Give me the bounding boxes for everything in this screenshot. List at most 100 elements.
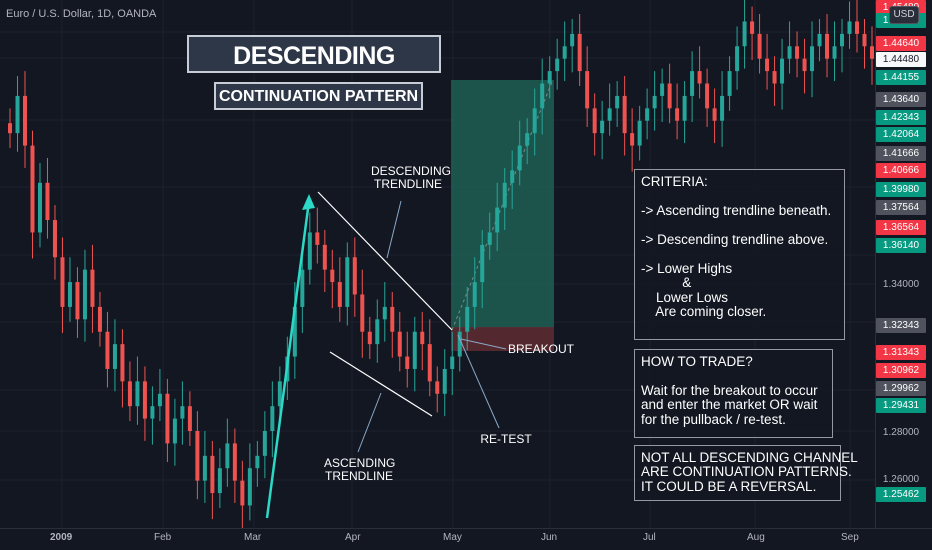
candle-body [217, 468, 222, 494]
candle-body [165, 393, 170, 444]
candle-body [517, 145, 522, 171]
price-tick-label: 1.34000 [882, 279, 920, 290]
candle-body [667, 83, 672, 109]
candle-body [607, 108, 612, 121]
candle-body [247, 468, 252, 506]
price-tag: 1.36564 [876, 220, 926, 235]
candle-body [705, 83, 710, 109]
candle-body [495, 207, 500, 233]
candle-body [397, 331, 402, 357]
candle-body [735, 46, 740, 72]
candle-body [795, 46, 800, 59]
candle-body [772, 71, 777, 84]
time-axis[interactable] [0, 528, 932, 550]
time-tick-label: Apr [345, 532, 361, 543]
symbol-title[interactable]: Euro / U.S. Dollar, 1D, OANDA [6, 8, 157, 20]
candle-body [112, 344, 117, 369]
candle-body [367, 331, 372, 345]
candle-body [615, 95, 620, 109]
candle-body [45, 182, 50, 221]
candle-body [382, 306, 387, 320]
descending-pointer-line [386, 200, 402, 259]
candle-body [82, 269, 87, 320]
candle-body [172, 418, 177, 444]
candle-body [300, 269, 305, 307]
retest-pointer-line [457, 334, 500, 429]
ascending-trendline-label: ASCENDING TRENDLINE [324, 456, 396, 483]
candle-body [465, 306, 470, 332]
candle-body [22, 95, 27, 146]
candle-body [435, 381, 440, 394]
candle-body [405, 356, 410, 369]
impulse-arrow-head-icon [302, 194, 315, 210]
candle-body [600, 120, 605, 134]
candle-body [180, 406, 185, 419]
candle-body [532, 108, 537, 134]
breakout-pointer-line [460, 338, 507, 350]
how-to-trade-note: HOW TO TRADE? Wait for the breakout to o… [634, 349, 833, 438]
target-zone [451, 80, 554, 328]
candle-body [375, 319, 380, 345]
time-tick-label: Jul [643, 532, 656, 543]
criteria-note: CRITERIA: -> Ascending trendline beneath… [634, 169, 845, 340]
candle-body [120, 344, 125, 382]
candle-body [330, 269, 335, 283]
candle-body [412, 331, 417, 369]
candle-body [645, 108, 650, 121]
price-tag: 1.39980 [876, 182, 926, 197]
candle-body [690, 71, 695, 96]
price-tag: 1.44640 [876, 36, 926, 51]
warning-note: NOT ALL DESCENDING CHANNEL ARE CONTINUAT… [634, 445, 858, 501]
candle-body [712, 108, 717, 121]
candle-body [840, 33, 845, 47]
price-tag: 1.40666 [876, 163, 926, 178]
candle-body [855, 21, 860, 34]
candle-body [450, 356, 455, 369]
price-tag: 1.41666 [876, 146, 926, 161]
candle-body [52, 220, 57, 258]
price-tag: 1.29962 [876, 381, 926, 396]
candle-body [555, 58, 560, 72]
candle-body [37, 182, 42, 233]
ascending-pointer-line [357, 392, 382, 453]
time-tick-label: 2009 [50, 532, 73, 543]
price-tag: 1.43640 [876, 92, 926, 107]
candle-body [742, 21, 747, 47]
candle-body [472, 282, 477, 307]
candle-body [75, 282, 80, 320]
price-axis[interactable] [875, 0, 932, 528]
candle-body [240, 480, 245, 506]
candle-body [322, 244, 327, 270]
candle-body [750, 21, 755, 34]
candle-body [652, 95, 657, 109]
candle-body [270, 406, 275, 432]
candle-body [682, 95, 687, 121]
price-tag: 1.32343 [876, 318, 926, 333]
price-tag: 1.31343 [876, 345, 926, 360]
candle-body [727, 71, 732, 96]
candle-body [502, 182, 507, 208]
currency-badge[interactable]: USD [889, 6, 919, 24]
candle-body [442, 368, 447, 394]
candle-body [847, 21, 852, 34]
time-tick-label: May [443, 532, 462, 543]
candle-body [577, 33, 582, 72]
candle-body [487, 232, 492, 245]
time-tick-label: Feb [154, 532, 172, 543]
candle-body [97, 306, 102, 332]
candle-body [345, 257, 350, 307]
candle-body [510, 170, 515, 183]
price-tag: 1.25462 [876, 487, 926, 502]
candle-body [232, 443, 237, 481]
price-tag: 1.30962 [876, 363, 926, 378]
candle-body [832, 46, 837, 59]
subheadline-title: CONTINUATION PATTERN [214, 82, 423, 110]
candle-body [780, 58, 785, 84]
price-tag: 1.44155 [876, 70, 926, 85]
candle-body [562, 46, 567, 59]
candle-body [315, 232, 320, 245]
price-tag: 1.37564 [876, 200, 926, 215]
candle-body [15, 95, 20, 134]
